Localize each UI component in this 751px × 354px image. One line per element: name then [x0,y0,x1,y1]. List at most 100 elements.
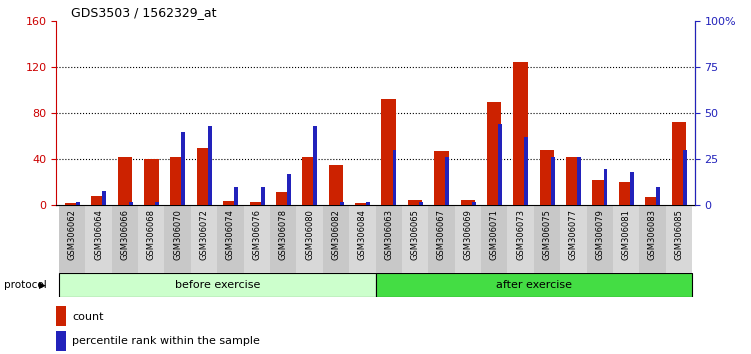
Bar [524,137,529,205]
Text: GSM306067: GSM306067 [437,209,446,260]
Bar [578,158,581,205]
Text: after exercise: after exercise [496,280,572,290]
Bar [671,122,686,205]
Bar [112,205,138,273]
Bar [164,205,191,273]
Bar [355,203,369,205]
Text: GSM306081: GSM306081 [622,209,631,259]
Text: GSM306066: GSM306066 [120,209,129,260]
Bar [434,151,448,205]
Text: GSM306069: GSM306069 [463,209,472,259]
Bar [428,205,454,273]
Text: GSM306080: GSM306080 [305,209,314,259]
Bar [665,205,692,273]
Bar [445,158,449,205]
Bar [102,190,107,205]
Bar [329,165,343,205]
Bar [460,200,475,205]
Text: GSM306083: GSM306083 [648,209,657,260]
Text: GSM306063: GSM306063 [385,209,394,260]
Text: GSM306078: GSM306078 [279,209,288,260]
Bar [408,200,422,205]
Text: GSM306072: GSM306072 [200,209,209,259]
Bar [593,180,607,205]
Text: GSM306064: GSM306064 [94,209,103,259]
Bar [297,205,323,273]
Bar [59,205,86,273]
Bar [514,62,528,205]
Text: percentile rank within the sample: percentile rank within the sample [72,336,260,346]
Bar [534,205,560,273]
Bar [481,205,508,273]
Bar [402,205,428,273]
Bar [223,201,237,205]
Bar [487,102,502,205]
Bar [540,150,554,205]
Bar [65,203,80,205]
Bar [587,205,613,273]
Bar [550,158,555,205]
Bar [249,202,264,205]
Bar [76,202,80,205]
Text: GDS3503 / 1562329_at: GDS3503 / 1562329_at [71,6,217,19]
Text: before exercise: before exercise [174,280,260,290]
Text: ▶: ▶ [39,280,46,290]
Bar [170,157,185,205]
Bar [313,126,318,205]
Bar [217,205,243,273]
Bar [56,331,66,351]
Text: GSM306076: GSM306076 [252,209,261,260]
Text: GSM306065: GSM306065 [411,209,420,259]
Text: GSM306082: GSM306082 [331,209,340,259]
Bar [234,187,238,205]
Text: GSM306073: GSM306073 [516,209,525,260]
Bar [270,205,297,273]
Bar [454,205,481,273]
Bar [276,192,291,205]
Bar [118,157,132,205]
Bar [261,187,264,205]
Text: GSM306077: GSM306077 [569,209,578,260]
Bar [59,273,376,297]
Bar [366,202,370,205]
Bar [287,174,291,205]
Bar [339,202,344,205]
Bar [683,150,686,205]
Bar [382,99,396,205]
Bar [86,205,112,273]
Text: GSM306071: GSM306071 [490,209,499,259]
Bar [472,202,475,205]
Text: GSM306084: GSM306084 [357,209,366,259]
Bar [128,202,133,205]
Text: protocol: protocol [4,280,47,290]
Text: GSM306068: GSM306068 [146,209,155,260]
Bar [155,202,159,205]
Bar [138,205,164,273]
Text: GSM306085: GSM306085 [674,209,683,259]
Bar [349,205,376,273]
Bar [208,126,212,205]
Bar [498,124,502,205]
Bar [508,205,534,273]
Bar [619,182,633,205]
Bar [56,306,66,326]
Bar [92,196,106,205]
Text: GSM306062: GSM306062 [68,209,77,259]
Bar [323,205,349,273]
Bar [144,159,158,205]
Text: GSM306079: GSM306079 [596,209,605,259]
Bar [182,132,185,205]
Bar [197,148,211,205]
Bar [419,202,423,205]
Bar [639,205,665,273]
Bar [560,205,587,273]
Bar [393,150,397,205]
Bar [376,273,692,297]
Text: GSM306070: GSM306070 [173,209,182,259]
Bar [656,187,660,205]
Bar [630,172,634,205]
Text: GSM306075: GSM306075 [542,209,551,259]
Bar [191,205,217,273]
Text: GSM306074: GSM306074 [226,209,235,259]
Bar [613,205,639,273]
